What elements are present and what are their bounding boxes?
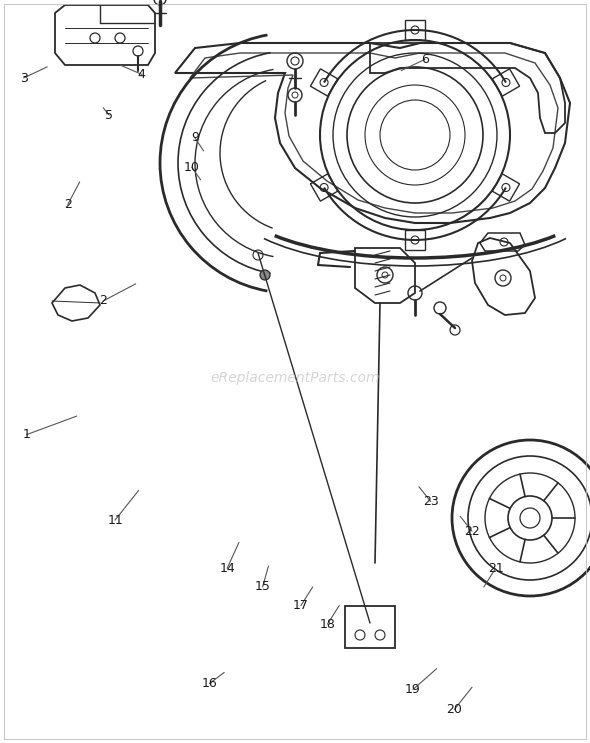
Text: 22: 22 (464, 525, 480, 538)
Text: 15: 15 (255, 580, 270, 594)
Text: 21: 21 (488, 562, 503, 575)
Text: 10: 10 (184, 160, 199, 174)
Text: 6: 6 (421, 53, 429, 66)
Text: 2: 2 (99, 294, 107, 308)
Text: 23: 23 (423, 495, 438, 508)
Text: 17: 17 (293, 599, 309, 612)
Circle shape (260, 270, 270, 280)
Text: 3: 3 (19, 71, 28, 85)
Text: 18: 18 (320, 617, 335, 631)
Bar (345, 606, 395, 648)
Text: 1: 1 (22, 428, 31, 441)
Text: 9: 9 (191, 131, 199, 144)
Text: eReplacementParts.com: eReplacementParts.com (210, 371, 380, 385)
Text: 19: 19 (405, 683, 421, 696)
Text: 11: 11 (107, 513, 123, 527)
Text: 16: 16 (202, 677, 217, 690)
Text: 20: 20 (447, 703, 462, 716)
Text: 14: 14 (219, 562, 235, 575)
Text: 5: 5 (105, 108, 113, 122)
Text: 2: 2 (64, 198, 72, 211)
Text: 4: 4 (137, 68, 146, 81)
